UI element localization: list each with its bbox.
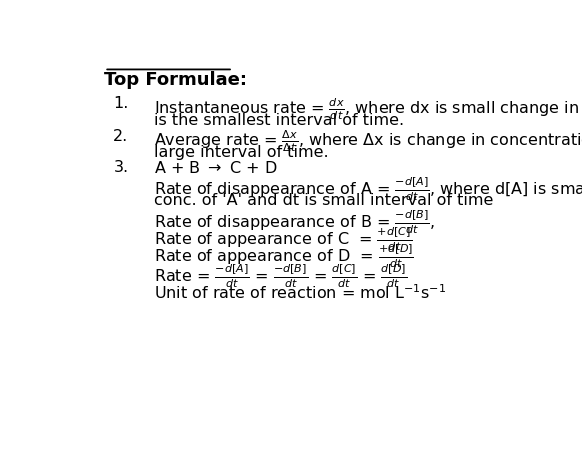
Text: Instantaneous rate = $\frac{dx}{dt}$, where dx is small change in conc. and dt: Instantaneous rate = $\frac{dx}{dt}$, wh… (154, 96, 582, 122)
Text: 3.: 3. (113, 160, 129, 175)
Text: Average rate = $\frac{\Delta x}{\Delta t}$, where $\Delta$x is change in concent: Average rate = $\frac{\Delta x}{\Delta t… (154, 128, 582, 154)
Text: Rate = $\frac{-d[A]}{dt}$ = $\frac{-d[B]}{dt}$ = $\frac{d[C]}{dt}$ = $\frac{d[D]: Rate = $\frac{-d[A]}{dt}$ = $\frac{-d[B]… (154, 262, 407, 289)
Text: Unit of rate of reaction = mol L$^{-1}$s$^{-1}$: Unit of rate of reaction = mol L$^{-1}$s… (154, 283, 446, 302)
Text: conc. of 'A' and dt is small interval of time: conc. of 'A' and dt is small interval of… (154, 192, 494, 207)
Text: 2.: 2. (113, 128, 129, 143)
Text: A + B $\rightarrow$ C + D: A + B $\rightarrow$ C + D (154, 160, 278, 176)
Text: Rate of appearance of D  = $\frac{+d[D]}{dt}$: Rate of appearance of D = $\frac{+d[D]}{… (154, 242, 414, 270)
Text: Top Formulae:: Top Formulae: (104, 71, 247, 89)
Text: is the smallest interval of time.: is the smallest interval of time. (154, 112, 404, 127)
Text: Rate of disappearance of B = $\frac{-d[B]}{dt}$,: Rate of disappearance of B = $\frac{-d[B… (154, 207, 435, 235)
Text: 1.: 1. (113, 96, 129, 111)
Text: Rate of disappearance of A = $\frac{-d[A]}{dt}$, where d[A] is small change in: Rate of disappearance of A = $\frac{-d[A… (154, 175, 582, 203)
Text: Rate of appearance of C  = $\frac{+d[C]}{dt}$: Rate of appearance of C = $\frac{+d[C]}{… (154, 225, 412, 252)
Text: large interval of time.: large interval of time. (154, 145, 329, 160)
